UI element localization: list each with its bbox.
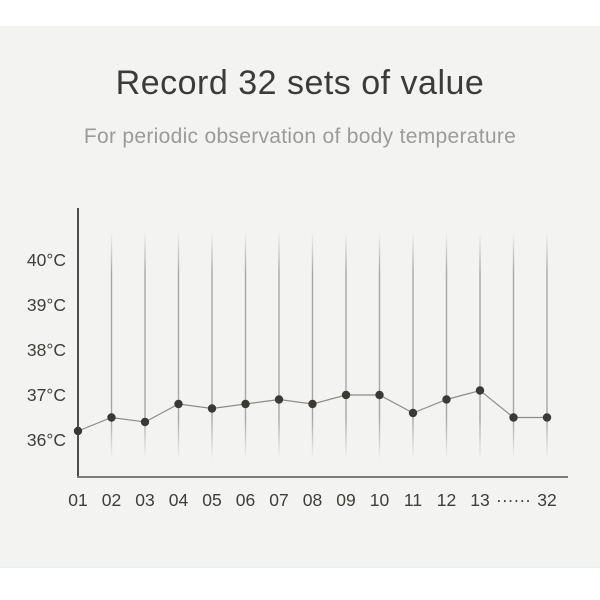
x-tick-label: 10 xyxy=(370,490,390,510)
data-point xyxy=(308,399,317,409)
page-title: Record 32 sets of value xyxy=(115,64,485,102)
x-tick-label: 11 xyxy=(404,490,422,510)
x-tick-label: 07 xyxy=(269,490,288,510)
x-tick-label: 06 xyxy=(236,490,255,510)
tick-labels: 36°C 37°C 38°C 39°C 40°C 01 02 03 04 05 06 07 08 09 10… xyxy=(27,250,557,510)
data-point xyxy=(241,399,250,409)
series xyxy=(73,386,552,436)
data-point xyxy=(73,426,83,436)
y-tick-label: 36°C xyxy=(27,430,66,450)
x-tick-label: ······ xyxy=(496,490,531,510)
y-tick-label: 37°C xyxy=(27,385,66,405)
data-point xyxy=(375,390,384,400)
x-tick-label: 08 xyxy=(303,490,322,510)
data-point xyxy=(341,390,351,400)
data-point xyxy=(408,408,418,418)
x-tick-label: 05 xyxy=(202,490,221,510)
y-tick-label: 39°C xyxy=(27,295,66,315)
page-subtitle: For periodic observation of body tempera… xyxy=(83,125,517,148)
data-point xyxy=(207,404,217,413)
data-point xyxy=(140,417,150,427)
data-point xyxy=(475,386,485,395)
x-tick-label: 32 xyxy=(537,490,556,510)
x-tick-label: 03 xyxy=(135,490,154,510)
data-point xyxy=(107,413,116,422)
axes xyxy=(77,208,568,478)
x-tick-label: 01 xyxy=(68,490,87,510)
data-point xyxy=(542,413,552,422)
x-tick-label: 09 xyxy=(336,490,355,510)
y-tick-label: 40°C xyxy=(27,250,66,270)
x-tick-label: 04 xyxy=(169,490,189,510)
x-tick-label: 13 xyxy=(470,490,489,510)
data-point xyxy=(442,395,451,404)
x-tick-label: 12 xyxy=(437,490,456,510)
data-point xyxy=(174,399,183,409)
grid-lines xyxy=(110,232,548,459)
y-tick-label: 38°C xyxy=(27,340,66,360)
x-tick-label: 02 xyxy=(102,490,121,510)
data-point xyxy=(274,395,284,404)
data-point xyxy=(509,413,518,422)
